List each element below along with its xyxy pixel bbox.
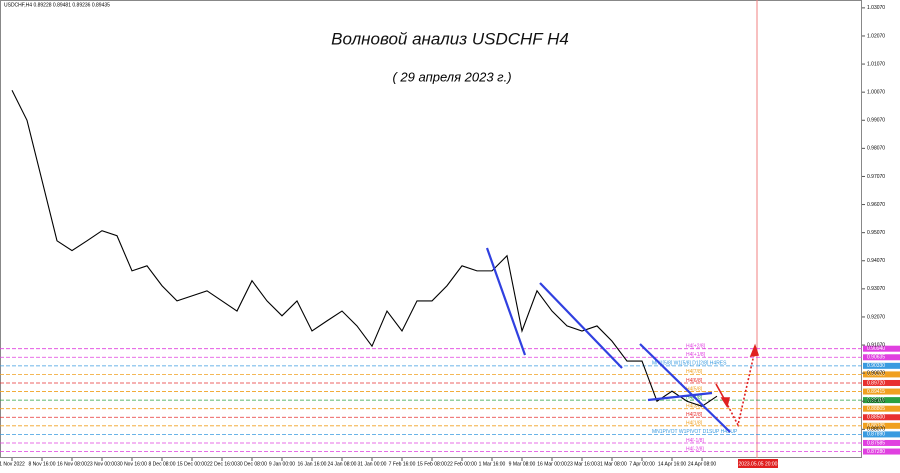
trend-line xyxy=(647,391,713,402)
level-label: 0.90635 xyxy=(867,355,885,361)
level-box xyxy=(863,405,900,412)
x-tick-label: 31 Mar 08:00 xyxy=(597,461,627,467)
x-tick-label: 7 Feb 16:00 xyxy=(389,461,416,467)
level-name: H4[1/8] xyxy=(686,421,703,427)
x-tick-label: 1 Nov 2022 xyxy=(0,461,25,467)
trend-line xyxy=(639,343,731,433)
level-label: 0.88805 xyxy=(867,406,885,412)
level-name: H4[-2/8] xyxy=(686,446,704,452)
level-name: H4[2/8] xyxy=(686,412,703,418)
x-tick-label: 8 Dec 08:00 xyxy=(149,461,176,467)
trend-line xyxy=(485,247,527,356)
forecast-path xyxy=(715,343,760,428)
level-box xyxy=(863,388,900,395)
arrow-head xyxy=(749,343,760,357)
marker-label: 2023.05.05 20:00 xyxy=(739,461,778,467)
level-box xyxy=(863,448,900,455)
level-name: MN1PIVOT W1PIVOT D1SUP H4SUP xyxy=(652,429,738,435)
y-tick-label: 0.98070 xyxy=(867,146,885,152)
level-label: 0.89415 xyxy=(867,389,885,395)
x-tick-label: 16 Jan 16:00 xyxy=(298,461,327,467)
x-tick-label: 22 Feb 00:00 xyxy=(447,461,477,467)
level-label: 0.87890 xyxy=(867,432,885,438)
level-box xyxy=(863,397,900,404)
y-tick-label: 0.92070 xyxy=(867,314,885,320)
level-name: H4[7/8] xyxy=(686,369,703,375)
level-box xyxy=(863,422,900,429)
trend-lines xyxy=(485,247,731,433)
arrow-head xyxy=(720,397,731,409)
y-tick-label: 0.97070 xyxy=(867,174,885,180)
level-label: 0.89110 xyxy=(867,397,885,403)
x-tick-label: 15 Dec 00:00 xyxy=(177,461,207,467)
level-name: H4[+2/8] xyxy=(686,344,706,350)
plot-frame xyxy=(0,0,862,458)
marker-box xyxy=(738,459,778,468)
symbol-header: USDCHF,H4 0.89228 0.89481 0.89236 0.8943… xyxy=(4,2,110,8)
level-name: H4[5/8] xyxy=(686,386,703,392)
y-tick-label: 0.90070 xyxy=(867,370,885,376)
level-label: 0.90025 xyxy=(867,372,885,378)
level-box xyxy=(863,439,900,446)
level-label: 0.87280 xyxy=(867,449,885,455)
level-name: H4[+1/8] xyxy=(686,352,706,358)
y-tick-label: 0.89070 xyxy=(867,399,885,405)
y-tick-label: 0.91070 xyxy=(867,342,885,348)
level-name: H4[-1/8] xyxy=(686,438,704,444)
level-label: 0.87585 xyxy=(867,440,885,446)
x-tick-label: 30 Dec 08:00 xyxy=(237,461,267,467)
price-line xyxy=(11,89,718,407)
level-label: 0.90940 xyxy=(867,346,885,352)
level-label: 0.90330 xyxy=(867,363,885,369)
x-tick-label: 15 Feb 08:00 xyxy=(417,461,447,467)
level-box xyxy=(863,371,900,378)
level-box xyxy=(863,354,900,361)
level-label: 0.88195 xyxy=(867,423,885,429)
x-tick-label: 1 Mar 16:00 xyxy=(479,461,506,467)
y-tick-label: 1.00070 xyxy=(867,89,885,95)
x-tick-label: 16 Nov 08:00 xyxy=(57,461,87,467)
x-tick-label: 22 Dec 16:00 xyxy=(207,461,237,467)
y-tick-label: 1.02070 xyxy=(867,33,885,39)
y-tick-label: 0.96070 xyxy=(867,202,885,208)
level-box xyxy=(863,431,900,438)
x-tick-label: 7 Apr 00:00 xyxy=(629,461,655,467)
x-tick-label: 9 Jan 00:00 xyxy=(269,461,295,467)
y-tick-label: 0.88070 xyxy=(867,427,885,433)
x-tick-label: 24 Apr 08:00 xyxy=(688,461,717,467)
chart-title: Волновой анализ USDCHF H4 xyxy=(331,29,569,48)
y-tick-label: 1.03070 xyxy=(867,5,885,11)
chart-subtitle: ( 29 апреля 2023 г.) xyxy=(392,69,511,84)
y-tick-label: 0.94070 xyxy=(867,258,885,264)
x-tick-label: 31 Jan 00:00 xyxy=(358,461,387,467)
y-tick-label: 0.95070 xyxy=(867,230,885,236)
x-tick-label: 24 Jan 08:00 xyxy=(328,461,357,467)
trend-line xyxy=(539,282,623,369)
y-tick-label: 0.93070 xyxy=(867,286,885,292)
level-name: H4[6/8] xyxy=(686,378,703,384)
level-box xyxy=(863,379,900,386)
x-tick-label: 9 Mar 08:00 xyxy=(509,461,536,467)
x-tick-label: 23 Mar 16:00 xyxy=(567,461,597,467)
level-box xyxy=(863,414,900,421)
x-tick-label: 14 Apr 16:00 xyxy=(658,461,687,467)
level-label: 0.89720 xyxy=(867,380,885,386)
level-box xyxy=(863,345,900,352)
level-name: H4[3/8] xyxy=(686,404,703,410)
y-tick-label: 0.99070 xyxy=(867,118,885,124)
level-box xyxy=(863,362,900,369)
x-tick-label: 30 Nov 16:00 xyxy=(117,461,147,467)
x-tick-label: 23 Nov 00:00 xyxy=(87,461,117,467)
level-name: MN1[5/8] W1[5/8] D1[2/8] H4RES xyxy=(652,361,727,367)
level-label: 0.88500 xyxy=(867,415,885,421)
y-tick-label: 1.01070 xyxy=(867,61,885,67)
x-tick-label: 8 Nov 16:00 xyxy=(29,461,56,467)
forecast-leg xyxy=(725,349,756,428)
x-tick-label: 16 Mar 00:00 xyxy=(537,461,567,467)
